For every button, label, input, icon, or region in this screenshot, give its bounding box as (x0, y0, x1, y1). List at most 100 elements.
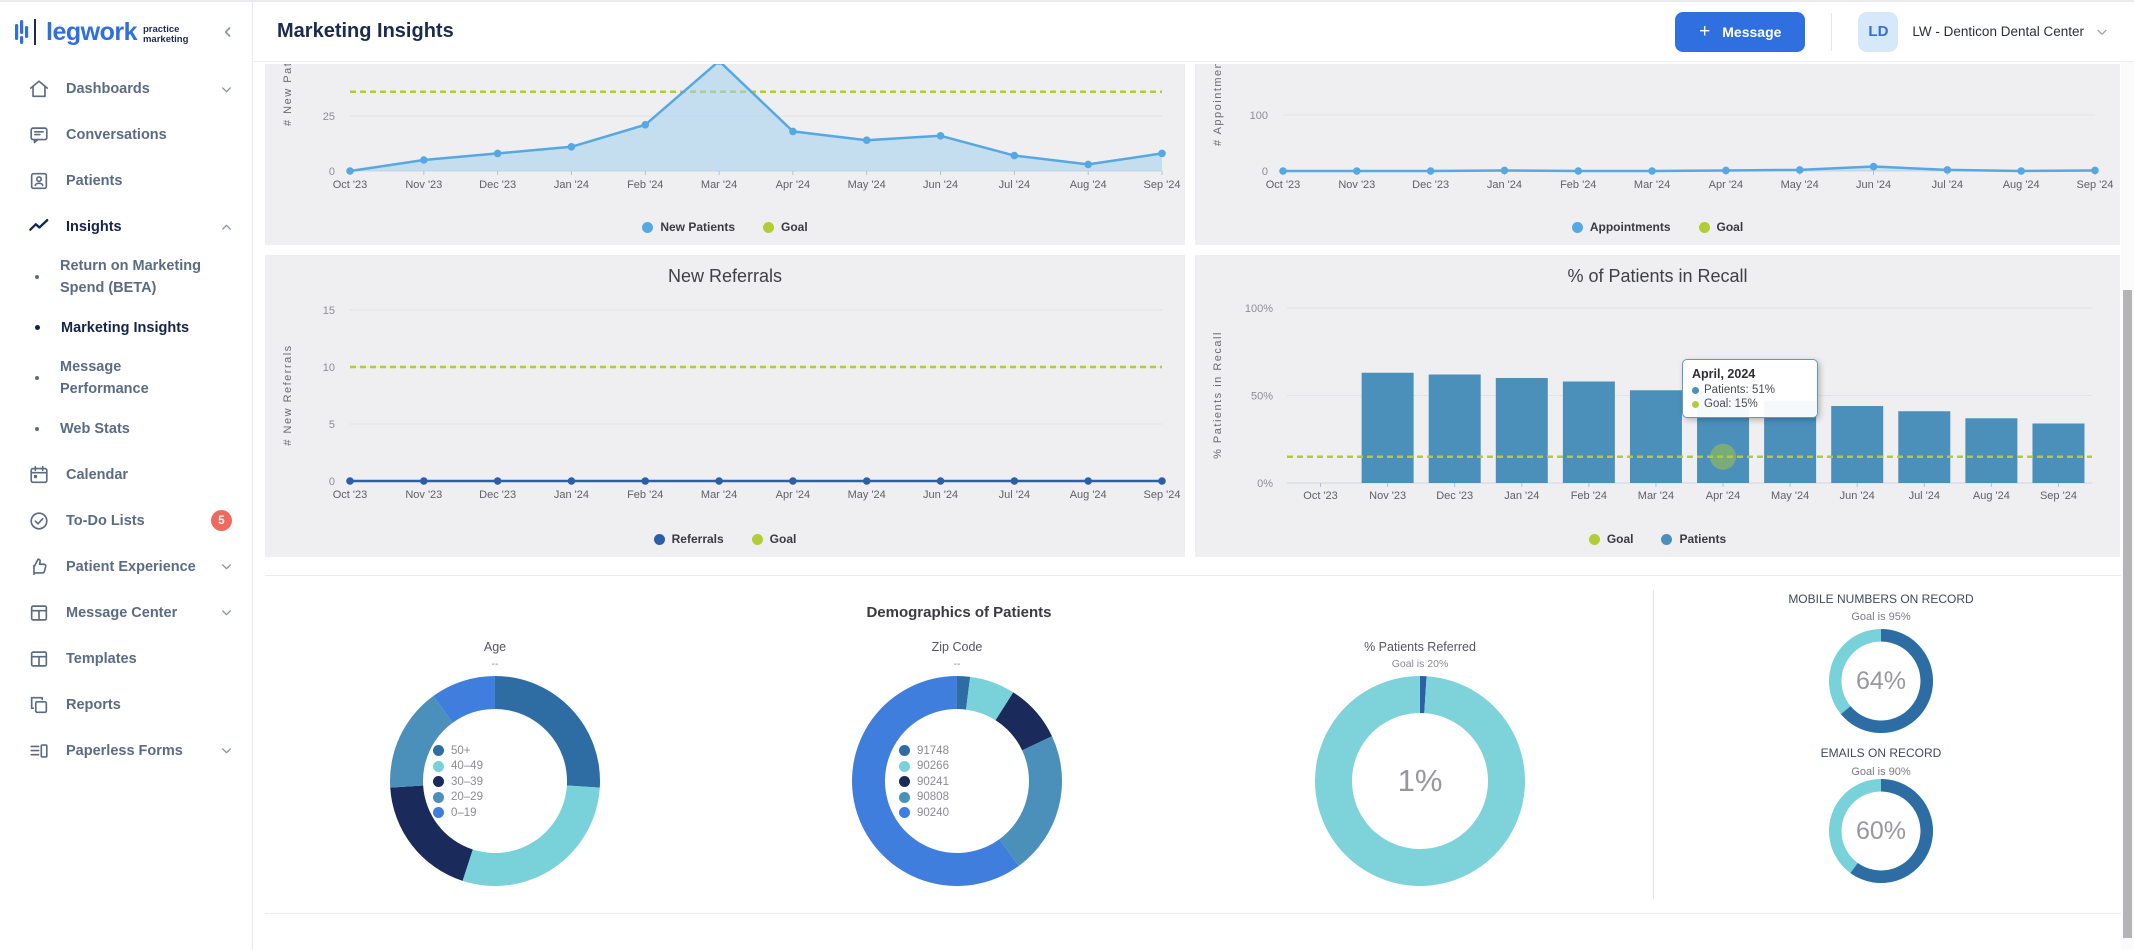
legend-item-new-patients[interactable]: New Patients (642, 220, 735, 234)
svg-text:Dec '23: Dec '23 (479, 489, 516, 501)
logo-row: legwork practice marketing (0, 2, 252, 62)
new-referrals-chart: 0 5 10 15 Oct '23 Nov '23 Dec '23 Jan '24 Feb '2… (282, 305, 1181, 501)
sidebar-item-message-center[interactable]: Message Center (0, 590, 252, 636)
mobile-gauge-title: MOBILE NUMBERS ON RECORD (1788, 592, 1974, 606)
sidebar-item-reports[interactable]: Reports (0, 682, 252, 728)
sidebar-item-message-performance[interactable]: Message Performance (0, 351, 252, 406)
legend-item-goal[interactable]: Goal (751, 532, 796, 546)
svg-text:May '24: May '24 (848, 489, 886, 501)
svg-text:# Appointments: # Appointments (1212, 64, 1224, 146)
svg-text:Jun '24: Jun '24 (1840, 490, 1875, 502)
donut-legend-item[interactable]: 50+ (433, 743, 483, 759)
sidebar-item-conversations[interactable]: Conversations (0, 112, 252, 158)
sidebar-item-return-on-marketing-spend-beta[interactable]: Return on Marketing Spend (BETA) (0, 250, 252, 305)
donut-legend-item[interactable]: 20–29 (433, 790, 483, 806)
sidebar-item-paperless-forms[interactable]: Paperless Forms (0, 728, 252, 774)
chevron-up-icon[interactable] (219, 220, 234, 235)
todo-count-badge: 5 (211, 510, 232, 532)
sidebar-item-calendar[interactable]: Calendar (0, 452, 252, 498)
svg-text:Mar '24: Mar '24 (701, 179, 737, 191)
patient-card-icon (30, 172, 48, 190)
bullet-icon (35, 376, 39, 381)
legend-item-referrals[interactable]: Referrals (653, 532, 724, 546)
svg-text:10: 10 (323, 362, 335, 374)
scrollbar-thumb[interactable] (2123, 290, 2132, 938)
svg-text:Mar '24: Mar '24 (1634, 179, 1670, 191)
legend-item-goal[interactable]: Goal (763, 220, 808, 234)
sidebar-item-insights[interactable]: Insights (0, 204, 252, 250)
svg-text:Sep '24: Sep '24 (2040, 490, 2077, 502)
message-button[interactable]: + Message (1675, 11, 1806, 52)
donut-legend-item[interactable]: 0–19 (433, 805, 483, 821)
collapse-sidebar-icon[interactable] (220, 24, 236, 40)
legend-dot-icon (1588, 533, 1600, 545)
sidebar-item-patients[interactable]: Patients (0, 158, 252, 204)
svg-text:100: 100 (1250, 110, 1268, 122)
legend-dot-icon (899, 745, 910, 757)
chat-icon (30, 127, 48, 144)
legend-item-appointments[interactable]: Appointments (1571, 220, 1671, 234)
legend-item-goal[interactable]: Goal (1698, 220, 1743, 234)
scrollbar-track[interactable] (2121, 62, 2134, 950)
demographics-title: Demographics of Patients (866, 604, 1052, 621)
donut-legend-item[interactable]: 90241 (899, 774, 949, 790)
header-right: + Message LD LW - Denticon Dental Center (1675, 11, 2110, 52)
bullet-icon (35, 325, 40, 331)
account-name: LW - Denticon Dental Center (1912, 24, 2084, 39)
svg-text:Jul '24: Jul '24 (1909, 490, 1940, 502)
svg-text:Sep '24: Sep '24 (1144, 489, 1181, 501)
legend-dot-icon (653, 533, 665, 545)
mobile-gauge-value: 64% (1855, 667, 1907, 695)
legend-dot-icon (642, 221, 654, 233)
brand-name: legwork (46, 17, 137, 46)
donut-legend-item[interactable]: 40–49 (433, 759, 483, 775)
svg-text:Oct '23: Oct '23 (1303, 490, 1338, 502)
sidebar-item-patient-experience[interactable]: Patient Experience (0, 544, 252, 590)
avatar[interactable]: LD (1858, 11, 1899, 52)
appointments-legend: Appointments Goal (1195, 220, 2120, 234)
svg-text:# New Referrals: # New Referrals (282, 344, 294, 445)
svg-text:Aug '24: Aug '24 (2003, 179, 2040, 191)
new-referrals-title: New Referrals (667, 266, 783, 286)
account-chevron-down-icon[interactable] (2094, 24, 2110, 40)
emails-gauge-chart (1828, 779, 1933, 883)
chevron-down-icon[interactable] (219, 743, 234, 758)
sidebar: legwork practice marketing Dashboards Conv… (0, 2, 253, 950)
sidebar-item-web-stats[interactable]: Web Stats (0, 406, 252, 452)
chevron-down-icon[interactable] (219, 559, 234, 574)
donut-legend-item[interactable]: 30–39 (433, 774, 483, 790)
grid-icon (30, 605, 48, 621)
sidebar-item-label: Dashboards (66, 81, 150, 97)
bullet-icon (35, 426, 39, 431)
donut-legend-item[interactable]: 91748 (899, 743, 949, 759)
svg-text:Mar '24: Mar '24 (1638, 490, 1674, 502)
zip-donut-title: Zip Code (931, 640, 983, 654)
chevron-down-icon[interactable] (219, 82, 234, 97)
sidebar-menu: Dashboards Conversations Patients Insights R… (0, 62, 252, 774)
sidebar-item-dashboards[interactable]: Dashboards (0, 66, 252, 112)
age-donut-subtitle: -- (491, 658, 499, 670)
referred-donut-value: 1% (1397, 763, 1443, 798)
legend-dot-icon (899, 807, 910, 819)
sidebar-item-templates[interactable]: Templates (0, 636, 252, 682)
legend-item-goal[interactable]: Goal (1588, 532, 1633, 546)
legend-dot-icon (1661, 533, 1673, 545)
svg-text:15: 15 (323, 305, 335, 317)
svg-text:Nov '23: Nov '23 (405, 489, 442, 501)
demographics-divider (1653, 590, 1654, 899)
svg-text:Jun '24: Jun '24 (923, 179, 958, 191)
sidebar-item-label: Patients (66, 173, 123, 189)
svg-text:Dec '23: Dec '23 (1436, 490, 1473, 502)
bullet-icon (35, 275, 39, 280)
svg-text:Apr '24: Apr '24 (1709, 179, 1744, 191)
donut-legend-item[interactable]: 90266 (899, 759, 949, 775)
sidebar-item-marketing-insights[interactable]: Marketing Insights (0, 305, 252, 351)
svg-text:Feb '24: Feb '24 (627, 489, 663, 501)
grid-icon (30, 651, 48, 667)
donut-legend-item[interactable]: 90808 (899, 790, 949, 806)
chevron-down-icon[interactable] (219, 605, 234, 620)
sidebar-item-to-do-lists[interactable]: To-Do Lists 5 (0, 498, 252, 544)
donut-legend-item[interactable]: 90240 (899, 805, 949, 821)
legend-item-patients[interactable]: Patients (1661, 532, 1726, 546)
legend-dot-icon (433, 807, 444, 819)
